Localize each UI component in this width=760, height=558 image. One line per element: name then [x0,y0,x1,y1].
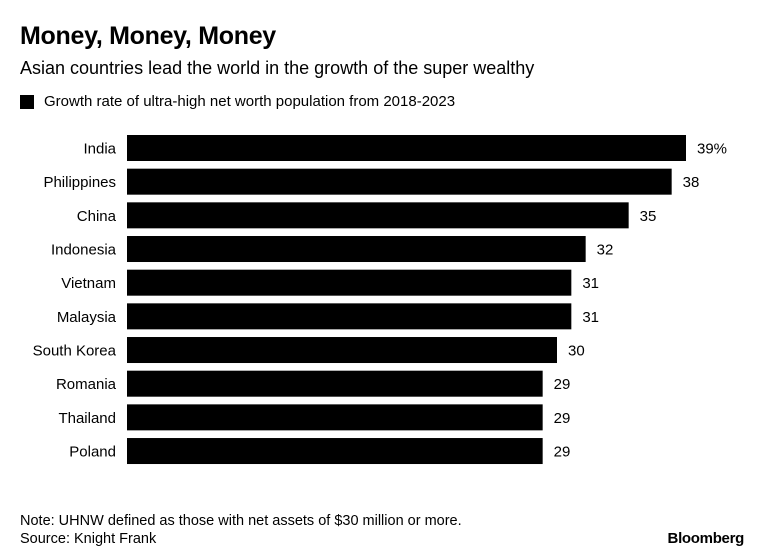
data-label: 38 [683,174,700,191]
bar-thailand [127,404,543,431]
category-label: Indonesia [51,242,117,259]
bar-poland [127,438,543,465]
category-label: Malaysia [57,309,117,326]
bar-south-korea [127,337,557,364]
category-label: Romania [56,376,117,393]
data-label: 30 [568,343,585,360]
source-text: Source: Knight Frank [20,531,157,547]
category-label: Vietnam [61,275,116,292]
legend-label: Growth rate of ultra-high net worth popu… [44,93,456,110]
category-label: Philippines [43,174,116,191]
footnote: Note: UHNW defined as those with net ass… [20,512,462,548]
bar-india [127,135,686,161]
bar-china [127,202,629,229]
chart-subtitle: Asian countries lead the world in the gr… [20,58,535,78]
chart-title: Money, Money, Money [20,22,276,50]
bar-romania [127,370,543,397]
data-label: 35 [640,208,657,225]
data-label: 31 [582,275,599,292]
bar-malaysia [127,303,572,330]
data-label: 29 [554,410,571,427]
category-label: South Korea [33,343,117,360]
data-label: 29 [554,444,571,461]
note-text: Note: UHNW defined as those with net ass… [20,513,462,529]
bar-indonesia [127,236,586,263]
category-label: Thailand [58,410,116,427]
category-label: China [77,208,117,225]
data-label: 39% [697,141,727,158]
category-label: India [83,141,116,158]
legend-swatch [20,94,34,109]
data-label: 29 [554,376,571,393]
data-label: 32 [597,242,614,259]
bar-philippines [127,168,672,195]
legend: Growth rate of ultra-high net worth popu… [20,93,455,110]
bloomberg-logo: Bloomberg [667,530,745,547]
data-label: 31 [582,309,599,326]
category-label: Poland [69,444,116,461]
bar-vietnam [127,269,572,296]
